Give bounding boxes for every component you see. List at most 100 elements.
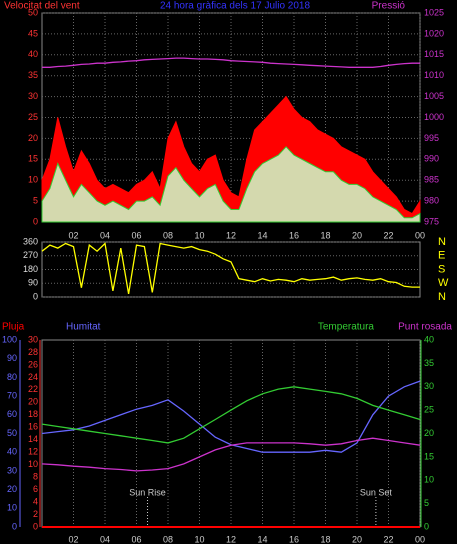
x-tick-label: 22	[383, 230, 393, 240]
y-tick-label: 26	[28, 359, 38, 369]
y-tick-label: 40	[28, 49, 38, 59]
y2-tick-label: 975	[424, 216, 439, 226]
x-tick-label: 06	[131, 230, 141, 240]
x-tick-label: 02	[68, 534, 78, 544]
x-tick-label: 04	[100, 534, 110, 544]
y2-tick-label: 10	[424, 475, 434, 485]
y-tick-label: 20	[28, 133, 38, 143]
y2-tick-label: 1015	[424, 49, 444, 59]
y3-tick-label: 10	[7, 503, 17, 513]
y3-tick-label: 40	[7, 447, 17, 457]
y-tick-label: 8	[33, 472, 38, 482]
y3-tick-label: 0	[12, 521, 17, 531]
y2-tick-label: 40	[424, 334, 434, 344]
series-line	[41, 386, 421, 444]
x-tick-label: 16	[289, 534, 299, 544]
series-line	[42, 57, 420, 68]
y2-tick-label: 1010	[424, 70, 444, 80]
series-label: Temperatura	[318, 322, 375, 333]
y-tick-label: 4	[33, 496, 38, 506]
series-label: Pressió	[372, 1, 406, 12]
y-tick-label: 24	[28, 372, 38, 382]
y-tick-label: 270	[23, 250, 38, 260]
y3-tick-label: 50	[7, 428, 17, 438]
y2-tick-label: 1025	[424, 7, 444, 17]
y2-tick-label: 30	[424, 381, 434, 391]
x-tick-label: 08	[163, 230, 173, 240]
y-tick-label: 0	[33, 216, 38, 226]
y-tick-label: 35	[28, 70, 38, 80]
y2-tick-label: 35	[424, 358, 434, 368]
y2-tick-label: 995	[424, 133, 439, 143]
y3-tick-label: 30	[7, 465, 17, 475]
direction-label: W	[438, 277, 449, 289]
y-tick-label: 5	[33, 195, 38, 205]
y-tick-label: 45	[28, 28, 38, 38]
x-tick-label: 10	[194, 230, 204, 240]
x-tick-label: 12	[226, 230, 236, 240]
y3-tick-label: 60	[7, 409, 17, 419]
annotation: Sun Rise	[129, 487, 166, 497]
y-tick-label: 10	[28, 175, 38, 185]
y2-tick-label: 20	[424, 428, 434, 438]
y-tick-label: 14	[28, 434, 38, 444]
x-tick-label: 00	[415, 230, 425, 240]
y2-tick-label: 25	[424, 405, 434, 415]
y-tick-label: 180	[23, 264, 38, 274]
x-tick-label: 14	[257, 230, 267, 240]
x-tick-label: 22	[383, 534, 393, 544]
x-tick-label: 20	[352, 534, 362, 544]
direction-label: N	[438, 291, 446, 303]
series-area	[41, 146, 421, 223]
x-tick-label: 20	[352, 230, 362, 240]
series-label: Punt rosada	[398, 322, 452, 333]
y3-tick-label: 90	[7, 353, 17, 363]
y2-tick-label: 15	[424, 451, 434, 461]
y-tick-label: 0	[33, 291, 38, 301]
y2-tick-label: 990	[424, 154, 439, 164]
y3-tick-label: 100	[2, 334, 17, 344]
x-tick-label: 14	[257, 534, 267, 544]
chart-title: 24 hora gràfica dels 17 Julio 2018	[160, 1, 311, 12]
x-tick-label: 00	[415, 534, 425, 544]
x-tick-label: 18	[320, 230, 330, 240]
x-tick-label: 02	[68, 230, 78, 240]
y-tick-label: 20	[28, 397, 38, 407]
y3-tick-label: 20	[7, 484, 17, 494]
y-tick-label: 2	[33, 509, 38, 519]
x-tick-label: 16	[289, 230, 299, 240]
y3-tick-label: 70	[7, 390, 17, 400]
y-tick-label: 12	[28, 447, 38, 457]
x-tick-label: 04	[100, 230, 110, 240]
y-tick-label: 25	[28, 112, 38, 122]
y2-tick-label: 1000	[424, 112, 444, 122]
x-tick-label: 06	[131, 534, 141, 544]
y-tick-label: 16	[28, 422, 38, 432]
y-tick-label: 50	[28, 7, 38, 17]
x-tick-label: 08	[163, 534, 173, 544]
y-tick-label: 28	[28, 347, 38, 357]
y-tick-label: 0	[33, 521, 38, 531]
y2-tick-label: 0	[424, 521, 429, 531]
series-line	[41, 437, 421, 472]
y-tick-label: 18	[28, 409, 38, 419]
series-label: Humitat	[66, 322, 101, 333]
y-tick-label: 6	[33, 484, 38, 494]
y-tick-label: 30	[28, 334, 38, 344]
y-tick-label: 22	[28, 384, 38, 394]
y2-tick-label: 1005	[424, 91, 444, 101]
y-tick-label: 10	[28, 459, 38, 469]
y2-tick-label: 5	[424, 498, 429, 508]
y-tick-label: 90	[28, 278, 38, 288]
series-line	[41, 242, 420, 295]
x-tick-label: 12	[226, 534, 236, 544]
y2-tick-label: 985	[424, 175, 439, 185]
series-label: Velocitat del vent	[4, 1, 80, 12]
direction-label: N	[438, 236, 446, 248]
x-tick-label: 10	[194, 534, 204, 544]
x-tick-label: 18	[320, 534, 330, 544]
y2-tick-label: 1020	[424, 28, 444, 38]
direction-label: E	[438, 250, 445, 262]
y-tick-label: 360	[23, 236, 38, 246]
y-tick-label: 15	[28, 154, 38, 164]
